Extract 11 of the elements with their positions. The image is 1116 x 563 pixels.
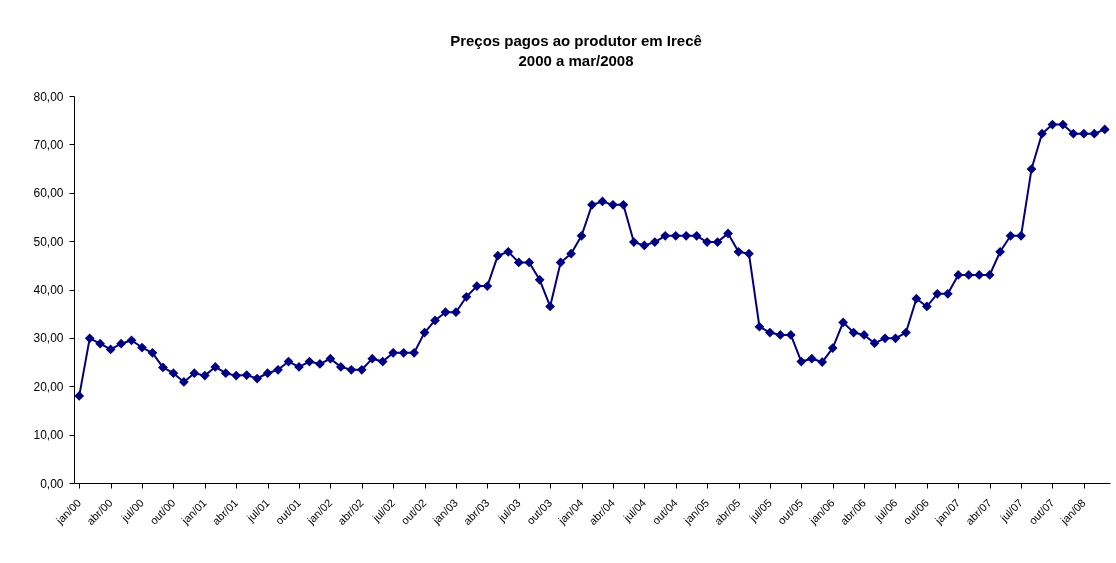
y-tick-label: 10,00 [33,428,64,443]
y-tick-label: 20,00 [33,379,64,394]
y-tick-label: 70,00 [33,137,64,152]
y-tick-label: 0,00 [40,476,64,491]
y-tick-label: 50,00 [33,234,64,249]
y-tick-label: 80,00 [33,89,64,104]
y-tick-label: 30,00 [33,331,64,346]
y-tick-label: 40,00 [33,283,64,297]
chart-title: Preços pagos ao produtor em Irecê [450,32,702,49]
y-tick-label: 60,00 [33,186,64,201]
chart-subtitle: 2000 a mar/2008 [518,52,634,69]
